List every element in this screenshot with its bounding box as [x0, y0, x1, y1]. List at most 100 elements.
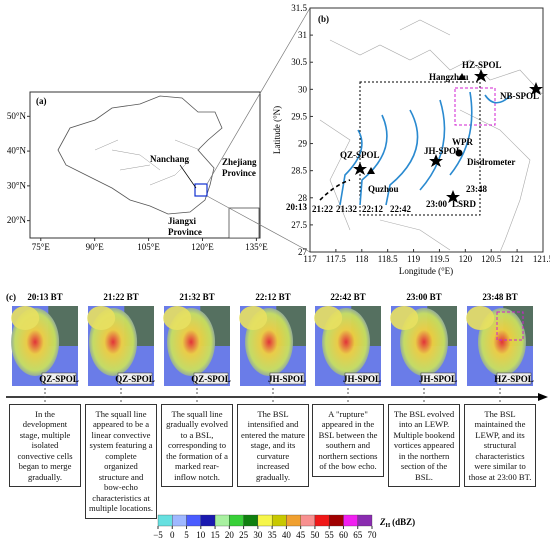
study-area: [194, 183, 208, 197]
radar-label: QZ-SPOL: [115, 374, 155, 384]
y-tick-label: 28: [298, 193, 308, 203]
radar-label-bg: [420, 372, 456, 385]
radar-frame: QZ-SPOL: [163, 306, 231, 386]
y-tick-label: 50°N: [7, 111, 27, 121]
annotation: Disdrometer: [467, 157, 515, 167]
focus-box: [496, 311, 524, 341]
colorbar-tick-label: 65: [353, 530, 363, 540]
colorbar-tick-label: 0: [170, 530, 175, 540]
colorbar-bin: [357, 514, 373, 527]
radar-label: QZ-SPOL: [39, 374, 79, 384]
radar-label-bg: [193, 372, 229, 385]
colorbar-bin: [214, 514, 230, 527]
y-tick-label: 29: [298, 139, 308, 149]
place-label: Province: [168, 227, 202, 237]
panel-label: (a): [36, 96, 47, 106]
x-tick-label: 105°E: [137, 242, 160, 252]
frame-time: 22:42 BT: [330, 292, 365, 302]
x-tick-label: 121: [510, 254, 524, 264]
radar-label: JH-SPOL: [419, 374, 457, 384]
focus-box: [454, 87, 496, 126]
description: The BSL maintained the LEWP, and its str…: [464, 404, 536, 488]
inset-box: [228, 207, 260, 239]
annotation: 22:42: [390, 204, 411, 214]
radar-label: QZ-SPOL: [191, 374, 231, 384]
description: A "rupture" appeared in the BSL between …: [312, 404, 384, 477]
colorbar-bin: [172, 514, 187, 527]
colorbar-bin: [343, 514, 358, 527]
y-tick-label: 31: [298, 30, 307, 40]
y-tick-label: 28.5: [291, 166, 307, 176]
radar-echo: [314, 306, 343, 330]
place-label: Nanchang: [150, 154, 190, 164]
colorbar-tick-label: 35: [268, 530, 278, 540]
annotation: NB-SPOL: [500, 91, 539, 101]
annotation: 22:12: [362, 204, 383, 214]
frame-time: 20:13 BT: [27, 292, 62, 302]
colorbar-tick-label: 50: [310, 530, 320, 540]
x-tick-label: 75°E: [32, 242, 51, 252]
radar-label-bg: [344, 372, 380, 385]
radar-label: HZ-SPOL: [494, 374, 534, 384]
squall-lines: [339, 91, 511, 206]
radar-frame: JH-SPOL: [239, 306, 306, 386]
x-tick-label: 117: [303, 254, 317, 264]
colorbar-tick-label: 10: [196, 530, 206, 540]
panel-label: (c): [6, 292, 16, 302]
description: The BSL evolved into an LEWP. Multiple b…: [388, 404, 460, 488]
colorbar-subscript: H: [386, 523, 391, 529]
radar-echo: [87, 306, 116, 330]
annotation: Hangzhou: [429, 72, 469, 82]
radar-label-bg: [41, 372, 77, 385]
radar-echo: [163, 306, 192, 330]
annotation: 21:22: [312, 204, 333, 214]
radar-echo: [390, 306, 419, 330]
radar-echo: [239, 306, 268, 330]
annotation: 23:48: [466, 184, 487, 194]
x-tick-label: 117.5: [326, 254, 346, 264]
annotation: Quzhou: [368, 184, 399, 194]
colorbar-bin: [286, 514, 301, 527]
x-tick-label: 120°E: [191, 242, 214, 252]
colorbar-tick-label: 5: [184, 530, 189, 540]
y-axis-title: Latitude (°N): [272, 106, 282, 154]
place-label: Province: [222, 168, 256, 178]
colorbar-tick-label: 60: [339, 530, 349, 540]
x-tick-label: 119: [407, 254, 421, 264]
colorbar-title: ZH (dBZ): [379, 517, 415, 529]
colorbar-bin: [257, 514, 273, 527]
colorbar-bin: [200, 514, 216, 527]
radar-frame: JH-SPOL: [314, 306, 381, 386]
colorbar-tick-label: 20: [225, 530, 235, 540]
y-tick-label: 31.5: [291, 3, 307, 13]
colorbar-tick-label: 40: [282, 530, 292, 540]
colorbar-symbol: Z: [379, 517, 386, 527]
x-tick-label: 121.5: [533, 254, 550, 264]
colorbar-bin: [314, 514, 330, 527]
radar-label-bg: [117, 372, 153, 385]
domain-box: [359, 81, 481, 216]
colorbar-bin: [271, 514, 287, 527]
colorbar-unit: (dBZ): [392, 517, 415, 527]
y-tick-label: 27: [298, 247, 308, 257]
x-tick-label: 135°E: [245, 242, 268, 252]
panel-label: (b): [318, 14, 329, 24]
radar-frame: HZ-SPOL: [466, 306, 534, 386]
panel-b-frame: [309, 7, 544, 253]
x-tick-label: 120: [459, 254, 473, 264]
y-tick-label: 30°N: [7, 180, 27, 190]
colorbar-bin: [300, 514, 316, 527]
x-tick-label: 118: [355, 254, 369, 264]
colorbar-bin: [157, 514, 173, 527]
x-tick-label: 90°E: [86, 242, 105, 252]
y-tick-label: 30: [298, 84, 308, 94]
radar-label: JH-SPOL: [268, 374, 306, 384]
y-tick-label: 40°N: [7, 146, 27, 156]
colorbar-tick-label: 55: [325, 530, 335, 540]
radar-label-bg: [269, 372, 305, 385]
description: The BSL intensified and entered the matu…: [237, 404, 309, 488]
annotation: 21:32: [336, 204, 357, 214]
place-label: Jiangxi: [168, 216, 197, 226]
timeline-arrow: [538, 393, 548, 401]
